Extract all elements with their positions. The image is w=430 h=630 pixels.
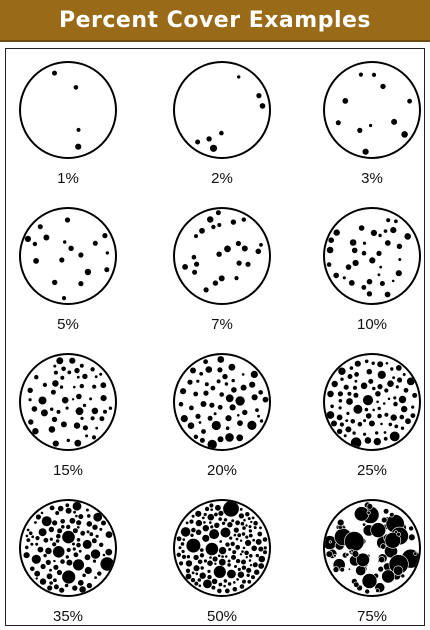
cover-label: 15% <box>52 462 84 479</box>
cover-dots <box>325 501 419 595</box>
cover-dots <box>326 359 418 449</box>
title-banner: Percent Cover Examples <box>0 0 430 42</box>
cover-label: 7% <box>211 316 233 333</box>
circle-outline <box>323 61 421 159</box>
cover-dots <box>195 75 266 152</box>
cover-circle-4 <box>19 207 117 305</box>
circle-outline <box>19 499 117 597</box>
circle-outline <box>19 207 117 305</box>
cover-label: 20% <box>206 462 238 479</box>
circle-outline <box>173 499 271 597</box>
cover-label: 35% <box>52 608 84 625</box>
cover-circle-9 <box>323 353 421 451</box>
cover-label: 10% <box>356 316 388 333</box>
cover-dots <box>182 210 263 293</box>
cover-circle-8 <box>173 353 271 451</box>
cover-circle-10 <box>19 499 117 597</box>
circle-outline <box>323 353 421 451</box>
circle-outline <box>323 207 421 305</box>
cover-label: 5% <box>57 316 79 333</box>
cover-dots <box>52 70 82 150</box>
cover-dots <box>23 501 114 593</box>
cover-label: 75% <box>356 608 388 625</box>
cover-dots <box>178 356 269 449</box>
examples-frame <box>5 48 425 626</box>
cover-circle-1 <box>19 61 117 159</box>
cover-label: 50% <box>206 608 238 625</box>
cover-label: 1% <box>57 170 79 187</box>
circle-outline <box>173 353 271 451</box>
cover-dots <box>335 72 412 155</box>
cover-dots <box>326 218 412 298</box>
cover-circle-5 <box>173 207 271 305</box>
circle-outline <box>173 207 271 305</box>
cover-dots <box>24 217 110 301</box>
page-title: Percent Cover Examples <box>58 7 372 33</box>
cover-dots <box>176 501 268 594</box>
cover-label: 3% <box>361 170 383 187</box>
cover-circle-3 <box>323 61 421 159</box>
cover-circle-12 <box>323 499 421 597</box>
cover-circle-11 <box>173 499 271 597</box>
circle-outline <box>323 499 421 597</box>
cover-circle-7 <box>19 353 117 451</box>
cover-circle-6 <box>323 207 421 305</box>
circle-outline <box>173 61 271 159</box>
circle-outline <box>19 61 117 159</box>
cover-label: 2% <box>211 170 233 187</box>
circle-outline <box>19 353 117 451</box>
cover-dots <box>27 357 113 447</box>
cover-label: 25% <box>356 462 388 479</box>
cover-circle-2 <box>173 61 271 159</box>
